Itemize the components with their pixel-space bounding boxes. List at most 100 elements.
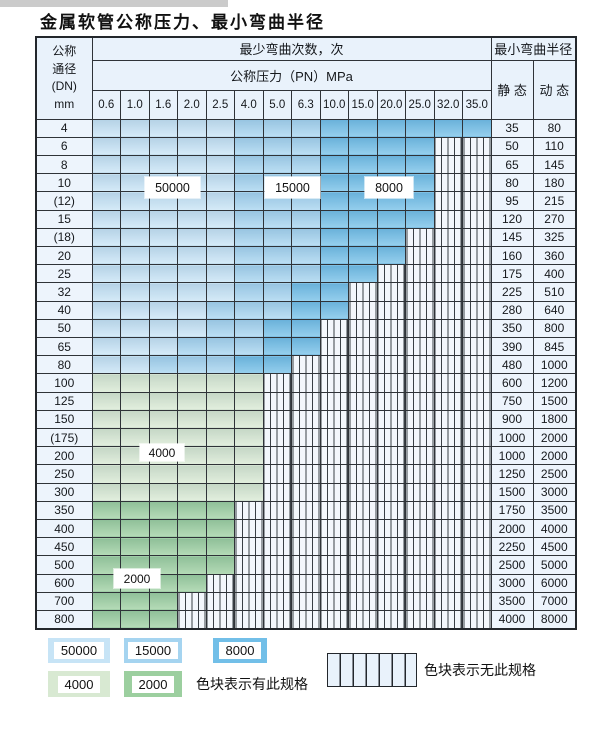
static-radius-cell: 175 [490, 264, 534, 284]
no-spec-cell [405, 245, 435, 266]
no-spec-cell [405, 300, 435, 320]
no-spec-cell [234, 609, 264, 630]
spec-cell-2000 [148, 591, 178, 611]
spec-cell-15000 [262, 264, 292, 284]
spec-cell-8000 [433, 118, 463, 138]
no-spec-cell [405, 227, 435, 247]
spec-cell-50000 [148, 154, 178, 175]
spec-cell-2000 [120, 518, 150, 539]
spec-cell-4000 [120, 373, 150, 393]
spec-cell-15000 [291, 209, 321, 229]
spec-cell-15000 [262, 209, 292, 229]
table-row: 800 4000 8000 [35, 609, 577, 630]
spec-cell-15000 [234, 245, 264, 266]
spec-cell-15000 [262, 227, 292, 247]
cycles-label-4000: 4000 [140, 444, 184, 461]
legend-swatch-label: 15000 [127, 642, 179, 659]
no-spec-cell [291, 427, 321, 448]
spec-cell-15000 [234, 136, 264, 156]
spec-cell-2000 [148, 537, 178, 557]
spec-cell-50000 [91, 154, 121, 175]
no-spec-cell [291, 355, 321, 375]
no-spec-cell [405, 464, 435, 484]
no-spec-cell [462, 555, 492, 575]
spec-cell-8000 [348, 154, 378, 175]
legend-swatch-label: 4000 [57, 675, 101, 693]
static-radius-cell: 1500 [490, 482, 534, 502]
no-spec-cell [319, 500, 349, 520]
table-row: 300 1500 3000 [35, 482, 577, 502]
spec-cell-4000 [205, 409, 235, 429]
table-row: 4 35 80 [35, 118, 577, 138]
static-radius-cell: 120 [490, 209, 534, 229]
dynamic-radius-cell: 1000 [532, 355, 577, 375]
spec-cell-4000 [205, 427, 235, 448]
no-spec-cell [291, 409, 321, 429]
dynamic-radius-cell: 6000 [532, 573, 577, 593]
spec-cell-15000 [234, 209, 264, 229]
no-spec-cell [348, 555, 378, 575]
dn-cell: 300 [35, 482, 93, 502]
no-spec-cell [376, 300, 406, 320]
no-spec-cell [376, 409, 406, 429]
dynamic-radius-cell: 400 [532, 264, 577, 284]
no-spec-cell [462, 282, 492, 302]
spec-cell-50000 [205, 264, 235, 284]
dn-cell: 25 [35, 264, 93, 284]
spec-cell-50000 [177, 209, 207, 229]
spec-cell-4000 [205, 446, 235, 466]
spec-cell-50000 [148, 118, 178, 138]
no-spec-cell [234, 518, 264, 539]
no-spec-cell [262, 391, 292, 411]
no-spec-cell [177, 609, 207, 630]
table-row: 200 1000 2000 [35, 446, 577, 466]
spec-cell-15000 [234, 173, 264, 193]
dynamic-radius-cell: 4000 [532, 518, 577, 539]
spec-cell-50000 [148, 245, 178, 266]
no-spec-cell [433, 355, 463, 375]
dynamic-radius-cell: 1800 [532, 409, 577, 429]
no-spec-cell [291, 518, 321, 539]
spec-cell-2000 [177, 500, 207, 520]
dn-cell: 350 [35, 500, 93, 520]
spec-cell-50000 [120, 173, 150, 193]
dn-cell: 125 [35, 391, 93, 411]
spec-cell-4000 [148, 464, 178, 484]
spec-cell-4000 [205, 373, 235, 393]
dn-cell: 40 [35, 300, 93, 320]
legend-no-spec-note: 色块表示无此规格 [424, 662, 536, 678]
spec-cell-50000 [148, 318, 178, 338]
spec-cell-4000 [120, 427, 150, 448]
no-spec-cell [433, 409, 463, 429]
pressure-values-row: 0.6 1.0 1.6 2.0 2.5 4.0 5.0 6.3 10.0 15.0 20.0 25.0… [36, 89, 576, 120]
spec-cell-8000 [376, 227, 406, 247]
static-radius-cell: 160 [490, 245, 534, 266]
static-radius-cell: 1250 [490, 464, 534, 484]
spec-cell-4000 [120, 482, 150, 502]
spec-cell-15000 [291, 264, 321, 284]
spec-cell-15000 [291, 136, 321, 156]
spec-table: 公称 通径 (DN) mm 最少弯曲次数，次 最小弯曲半径 公称压力（PN）MPa 静… [35, 36, 578, 630]
no-spec-cell [291, 500, 321, 520]
dynamic-radius-cell: 2500 [532, 464, 577, 484]
spec-cell-50000 [205, 191, 235, 211]
spec-cell-50000 [177, 264, 207, 284]
no-spec-cell [376, 555, 406, 575]
spec-cell-50000 [91, 355, 121, 375]
dn-cell: 150 [35, 409, 93, 429]
dn-header-line: 公称 [52, 44, 77, 59]
no-spec-cell [376, 373, 406, 393]
no-spec-cell [262, 555, 292, 575]
no-spec-cell [234, 500, 264, 520]
spec-cell-50000 [205, 227, 235, 247]
no-spec-cell [205, 591, 235, 611]
spec-cell-15000 [205, 300, 235, 320]
no-spec-cell [462, 209, 492, 229]
no-spec-cell [433, 591, 463, 611]
spec-cell-15000 [262, 154, 292, 175]
spec-cell-8000 [234, 355, 264, 375]
page-title: 金属软管公称压力、最小弯曲半径 [40, 13, 325, 33]
spec-cell-2000 [205, 555, 235, 575]
no-spec-cell [405, 409, 435, 429]
spec-cell-8000 [291, 300, 321, 320]
